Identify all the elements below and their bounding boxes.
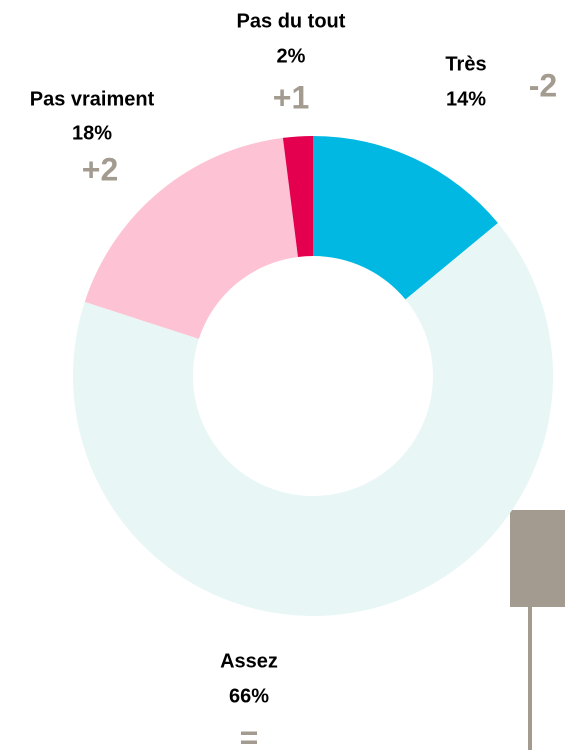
slice-label: Très — [445, 53, 486, 75]
value-label: 18% — [72, 122, 112, 144]
value-label: 14% — [446, 88, 486, 110]
decor-block — [510, 510, 565, 607]
change-label: -2 — [529, 67, 557, 103]
change-label: +1 — [273, 79, 309, 115]
donut-slice — [84, 137, 298, 339]
slice-label: Pas vraiment — [30, 88, 155, 110]
value-label: 2% — [277, 45, 306, 67]
donut-slice — [313, 136, 498, 300]
slice-label: Assez — [220, 650, 278, 672]
donut-slice — [282, 136, 313, 257]
slice-label: Pas du tout — [237, 10, 346, 32]
value-label: 66% — [229, 685, 269, 707]
change-label: = — [240, 719, 259, 750]
change-label: +2 — [82, 151, 118, 187]
donut-slice — [72, 223, 553, 617]
